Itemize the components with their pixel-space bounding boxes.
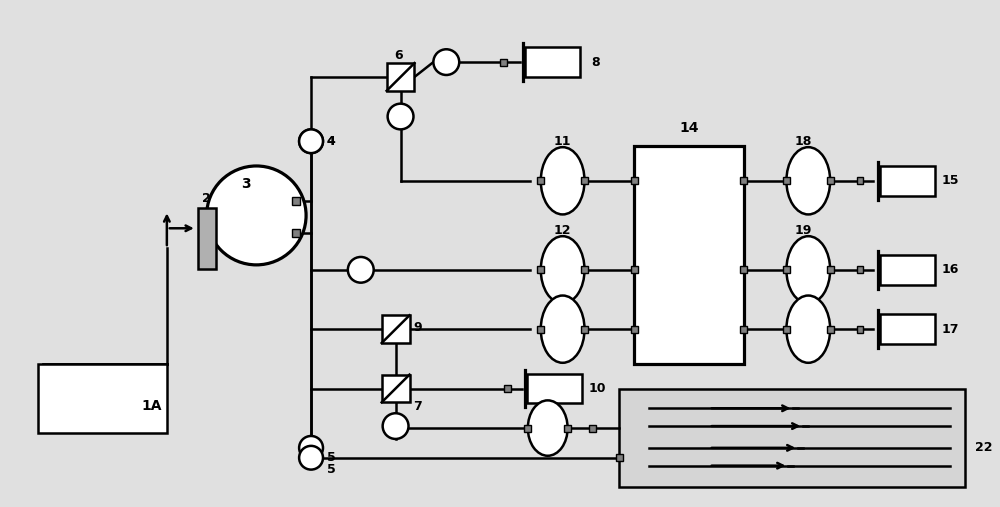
Text: 2: 2: [202, 192, 211, 205]
Bar: [634, 146, 744, 364]
Ellipse shape: [786, 296, 830, 363]
Bar: [783, 266, 790, 273]
Bar: [827, 266, 834, 273]
Text: 11: 11: [554, 135, 571, 148]
Text: 21: 21: [534, 387, 552, 400]
Text: 12: 12: [554, 224, 571, 237]
Bar: [857, 177, 863, 184]
Bar: [500, 59, 507, 65]
Bar: [783, 325, 790, 333]
Circle shape: [348, 257, 374, 283]
Bar: [525, 47, 580, 77]
Bar: [631, 325, 638, 333]
Ellipse shape: [528, 401, 568, 456]
Ellipse shape: [541, 147, 585, 214]
Bar: [382, 375, 410, 403]
Bar: [827, 177, 834, 184]
Bar: [740, 325, 747, 333]
Bar: [581, 266, 588, 273]
Text: 6: 6: [394, 49, 403, 62]
Bar: [616, 454, 623, 461]
Text: 1A: 1A: [142, 400, 162, 413]
Text: 5: 5: [327, 451, 335, 464]
Bar: [857, 266, 863, 273]
Bar: [880, 314, 935, 344]
Circle shape: [299, 129, 323, 153]
Circle shape: [433, 49, 459, 75]
Text: 7: 7: [413, 400, 422, 413]
Circle shape: [299, 129, 323, 153]
Circle shape: [388, 103, 413, 129]
Bar: [292, 197, 300, 204]
Bar: [740, 177, 747, 184]
Ellipse shape: [541, 236, 585, 304]
Ellipse shape: [786, 236, 830, 304]
Bar: [38, 364, 167, 433]
Circle shape: [299, 446, 323, 469]
Text: 18: 18: [795, 135, 812, 148]
Bar: [857, 325, 863, 333]
Bar: [537, 177, 544, 184]
Bar: [880, 166, 935, 196]
Text: 10: 10: [589, 382, 606, 395]
Text: 22: 22: [975, 442, 992, 454]
Circle shape: [299, 436, 323, 460]
Bar: [387, 63, 414, 91]
Bar: [827, 325, 834, 333]
Bar: [880, 255, 935, 284]
Bar: [589, 424, 596, 431]
Text: 9: 9: [413, 321, 422, 334]
Bar: [581, 325, 588, 333]
Bar: [537, 325, 544, 333]
Text: 16: 16: [942, 263, 959, 276]
Bar: [619, 388, 965, 487]
Ellipse shape: [541, 296, 585, 363]
Text: 14: 14: [679, 121, 699, 135]
Bar: [581, 177, 588, 184]
Bar: [783, 177, 790, 184]
Text: 4: 4: [327, 135, 335, 148]
Bar: [631, 266, 638, 273]
Text: 19: 19: [795, 224, 812, 237]
Circle shape: [383, 413, 409, 439]
Ellipse shape: [786, 147, 830, 214]
Bar: [527, 374, 582, 404]
Text: 3: 3: [242, 177, 251, 191]
Text: 5: 5: [327, 463, 335, 476]
Bar: [382, 315, 410, 343]
Bar: [198, 207, 216, 269]
Text: 4: 4: [327, 135, 335, 148]
Bar: [537, 266, 544, 273]
Text: 8: 8: [591, 56, 600, 68]
Text: 17: 17: [942, 322, 959, 336]
Circle shape: [207, 166, 306, 265]
Text: 20: 20: [795, 283, 812, 296]
Bar: [292, 229, 300, 237]
Bar: [524, 424, 531, 431]
Bar: [504, 385, 511, 392]
Text: 15: 15: [942, 174, 959, 187]
Bar: [564, 424, 571, 431]
Bar: [740, 266, 747, 273]
Text: 13: 13: [554, 283, 571, 296]
Bar: [631, 177, 638, 184]
